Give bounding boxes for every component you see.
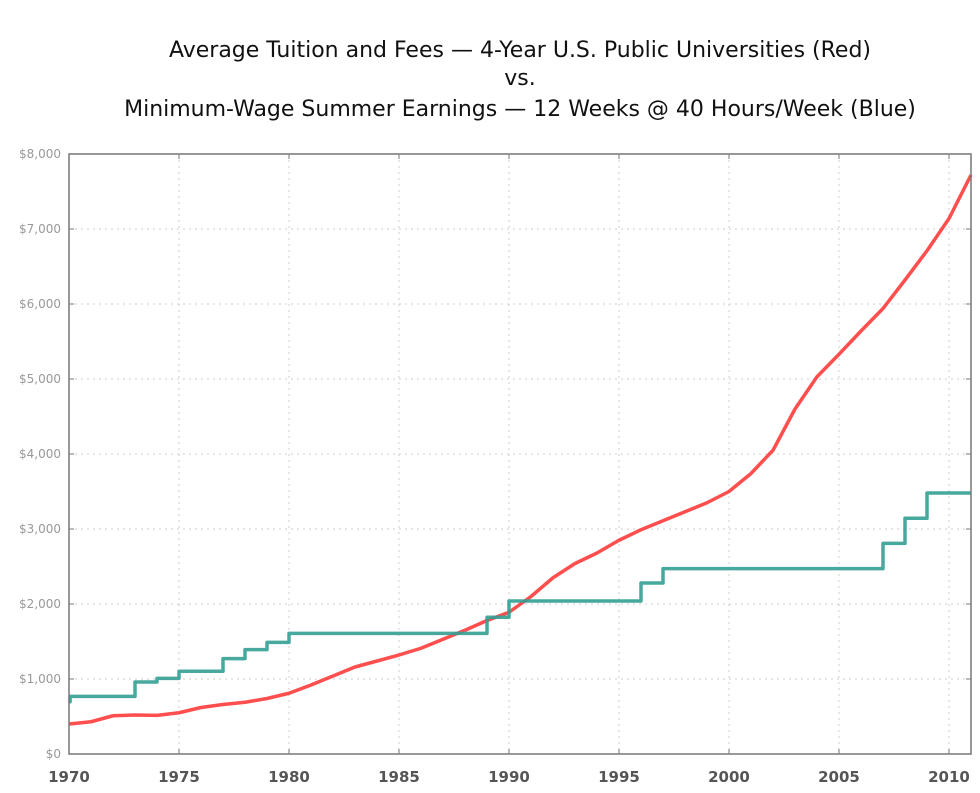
y-tick-label: $5,000 [19,372,61,386]
min-wage-series-line [68,491,971,704]
y-tick-label: $7,000 [19,222,61,236]
x-tick-label: 1990 [488,768,530,786]
tuition-series-line [68,174,973,726]
series [68,174,973,726]
y-tick-label: $4,000 [19,447,61,461]
x-tick-label: 1970 [48,768,90,786]
y-tick-label: $8,000 [19,147,61,161]
x-tick-label: 1980 [268,768,310,786]
y-tick-label: $0 [46,747,61,761]
chart-title-line-3: Minimum-Wage Summer Earnings — 12 Weeks … [124,97,916,122]
x-tick-label: 1975 [158,768,200,786]
grid [69,154,971,754]
x-tick-label: 1985 [378,768,420,786]
y-tick-label: $2,000 [19,597,61,611]
chart-title-line-1: Average Tuition and Fees — 4-Year U.S. P… [168,38,872,63]
ticks: $0 $1,000 $2,000 $3,000 $4,000 $5,000 $6,000 $7… [19,147,971,786]
x-tick-label: 2005 [818,768,860,786]
y-tick-label: $3,000 [19,522,61,536]
y-tick-label: $1,000 [19,672,61,686]
y-tick-label: $6,000 [19,297,61,311]
x-tick-label: 2000 [708,768,750,786]
x-tick-label: 1995 [598,768,640,786]
chart-title-line-2: vs. [504,66,536,91]
x-tick-label: 2010 [928,768,970,786]
